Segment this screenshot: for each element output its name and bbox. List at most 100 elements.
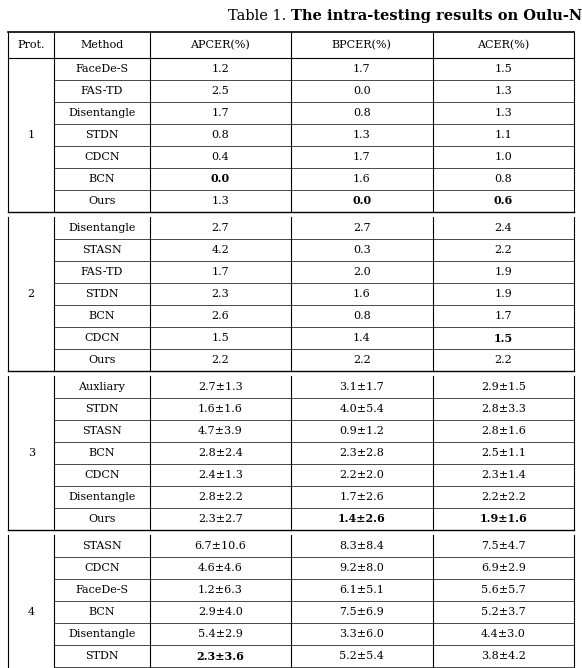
Text: 2.3±2.7: 2.3±2.7 <box>198 514 243 524</box>
Text: 2.4: 2.4 <box>494 223 512 233</box>
Text: 2.8±3.3: 2.8±3.3 <box>481 404 526 414</box>
Text: 8.3±8.4: 8.3±8.4 <box>339 541 384 551</box>
Text: 2.5: 2.5 <box>211 86 229 96</box>
Text: FAS-TD: FAS-TD <box>81 267 123 277</box>
Text: APCER(%): APCER(%) <box>190 40 250 50</box>
Text: Disentangle: Disentangle <box>68 492 136 502</box>
Text: STASN: STASN <box>82 426 122 436</box>
Text: 0.8: 0.8 <box>211 130 229 140</box>
Text: 1.9±1.6: 1.9±1.6 <box>480 514 527 524</box>
Text: 2.2±2.0: 2.2±2.0 <box>339 470 384 480</box>
Text: 1.9: 1.9 <box>494 267 512 277</box>
Text: 6.1±5.1: 6.1±5.1 <box>339 585 384 595</box>
Text: STASN: STASN <box>82 541 122 551</box>
Text: 1.4±2.6: 1.4±2.6 <box>338 514 386 524</box>
Text: 2.8±2.2: 2.8±2.2 <box>198 492 243 502</box>
Text: 1.7: 1.7 <box>353 64 371 74</box>
Text: 1.4: 1.4 <box>353 333 371 343</box>
Text: STDN: STDN <box>85 289 119 299</box>
Text: FaceDe-S: FaceDe-S <box>76 64 129 74</box>
Text: 3.1±1.7: 3.1±1.7 <box>339 382 384 392</box>
Text: 6.7±10.6: 6.7±10.6 <box>194 541 246 551</box>
Text: 1.3: 1.3 <box>353 130 371 140</box>
Text: BCN: BCN <box>88 448 115 458</box>
Text: 7.5±4.7: 7.5±4.7 <box>481 541 526 551</box>
Text: Ours: Ours <box>88 514 116 524</box>
Text: Prot.: Prot. <box>17 40 45 50</box>
Text: STASN: STASN <box>82 245 122 255</box>
Text: Disentangle: Disentangle <box>68 223 136 233</box>
Text: 1.3: 1.3 <box>494 86 512 96</box>
Text: 0.0: 0.0 <box>352 196 371 206</box>
Text: Method: Method <box>80 40 123 50</box>
Text: 0.3: 0.3 <box>353 245 371 255</box>
Text: 2.9±4.0: 2.9±4.0 <box>198 607 243 617</box>
Text: 0.8: 0.8 <box>353 311 371 321</box>
Text: 1.1: 1.1 <box>494 130 512 140</box>
Text: 4.7±3.9: 4.7±3.9 <box>198 426 243 436</box>
Text: STDN: STDN <box>85 651 119 661</box>
Text: 2.0: 2.0 <box>353 267 371 277</box>
Text: Auxliary: Auxliary <box>79 382 125 392</box>
Text: 1.2±6.3: 1.2±6.3 <box>198 585 243 595</box>
Text: 0.8: 0.8 <box>494 174 512 184</box>
Text: 0.0: 0.0 <box>353 86 371 96</box>
Text: CDCN: CDCN <box>84 333 120 343</box>
Text: 2.6: 2.6 <box>211 311 229 321</box>
Text: 1.5: 1.5 <box>494 64 512 74</box>
Text: Disentangle: Disentangle <box>68 629 136 639</box>
Text: 0.8: 0.8 <box>353 108 371 118</box>
Text: BCN: BCN <box>88 174 115 184</box>
Text: ACER(%): ACER(%) <box>477 40 530 50</box>
Text: 3.8±4.2: 3.8±4.2 <box>481 651 526 661</box>
Text: 2.2: 2.2 <box>494 355 512 365</box>
Text: 2.4±1.3: 2.4±1.3 <box>198 470 243 480</box>
Text: 0.4: 0.4 <box>211 152 229 162</box>
Text: 1.3: 1.3 <box>211 196 229 206</box>
Text: 2.2: 2.2 <box>211 355 229 365</box>
Text: 2.7±1.3: 2.7±1.3 <box>198 382 243 392</box>
Text: 2.3: 2.3 <box>211 289 229 299</box>
Text: 0.9±1.2: 0.9±1.2 <box>339 426 384 436</box>
Text: FAS-TD: FAS-TD <box>81 86 123 96</box>
Text: 4.4±3.0: 4.4±3.0 <box>481 629 526 639</box>
Text: 1.6: 1.6 <box>353 174 371 184</box>
Text: 4.0±5.4: 4.0±5.4 <box>339 404 384 414</box>
Text: 6.9±2.9: 6.9±2.9 <box>481 563 526 573</box>
Text: Ours: Ours <box>88 355 116 365</box>
Text: 2.7: 2.7 <box>353 223 371 233</box>
Text: STDN: STDN <box>85 130 119 140</box>
Text: 2.5±1.1: 2.5±1.1 <box>481 448 526 458</box>
Text: 2.9±1.5: 2.9±1.5 <box>481 382 526 392</box>
Text: 1.7: 1.7 <box>353 152 371 162</box>
Text: Ours: Ours <box>88 196 116 206</box>
Text: 5.4±2.9: 5.4±2.9 <box>198 629 243 639</box>
Text: 2: 2 <box>27 289 35 299</box>
Text: 9.2±8.0: 9.2±8.0 <box>339 563 384 573</box>
Text: 1.6±1.6: 1.6±1.6 <box>198 404 243 414</box>
Text: 1.5: 1.5 <box>211 333 229 343</box>
Text: 2.8±1.6: 2.8±1.6 <box>481 426 526 436</box>
Text: Disentangle: Disentangle <box>68 108 136 118</box>
Text: Table 1.: Table 1. <box>228 9 291 23</box>
Text: 2.2: 2.2 <box>494 245 512 255</box>
Text: 4.2: 4.2 <box>211 245 229 255</box>
Text: 1.2: 1.2 <box>211 64 229 74</box>
Text: BCN: BCN <box>88 607 115 617</box>
Text: 1: 1 <box>27 130 35 140</box>
Text: 5.2±3.7: 5.2±3.7 <box>481 607 526 617</box>
Text: 2.2±2.2: 2.2±2.2 <box>481 492 526 502</box>
Text: CDCN: CDCN <box>84 470 120 480</box>
Text: The intra-testing results on Oulu-NPU.: The intra-testing results on Oulu-NPU. <box>291 9 582 23</box>
Text: CDCN: CDCN <box>84 563 120 573</box>
Text: 2.3±3.6: 2.3±3.6 <box>196 651 244 661</box>
Text: 3.3±6.0: 3.3±6.0 <box>339 629 384 639</box>
Text: 1.9: 1.9 <box>494 289 512 299</box>
Text: 2.3±1.4: 2.3±1.4 <box>481 470 526 480</box>
Text: 4: 4 <box>27 607 35 617</box>
Text: 2.8±2.4: 2.8±2.4 <box>198 448 243 458</box>
Text: 0.6: 0.6 <box>494 196 513 206</box>
Text: 2.7: 2.7 <box>211 223 229 233</box>
Text: 1.7: 1.7 <box>211 267 229 277</box>
Text: 1.6: 1.6 <box>353 289 371 299</box>
